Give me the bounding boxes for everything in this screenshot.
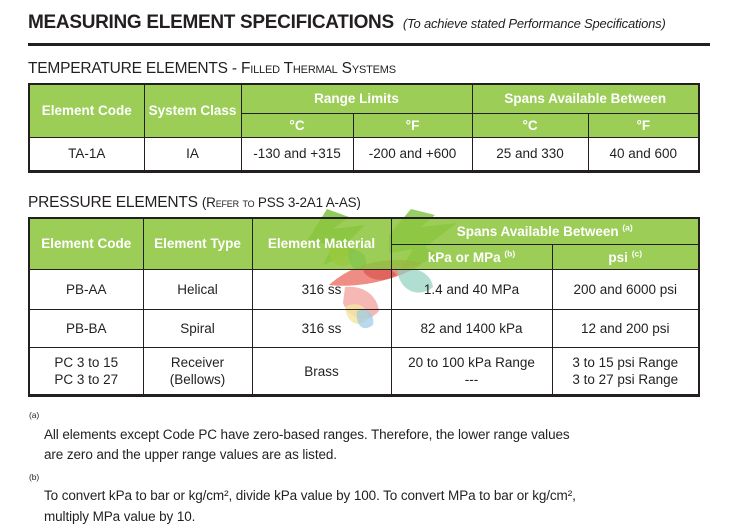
col-header-psi: psi (c) bbox=[551, 244, 700, 270]
footnote-ref-b: (b) bbox=[504, 248, 516, 258]
page-title: MEASURING ELEMENT SPECIFICATIONS bbox=[28, 12, 394, 33]
cell-span-psi: 12 and 200 psi bbox=[551, 309, 700, 348]
col-header-element-code: Element Code bbox=[28, 83, 145, 138]
temperature-heading-subsystem: Filled Thermal Systems bbox=[241, 60, 396, 77]
footnote-b: (b) To convert kPa to bar or kg/cm², divi… bbox=[28, 466, 688, 524]
col-header-range-limits: Range Limits bbox=[240, 83, 473, 114]
col-header-span-fahrenheit: °F bbox=[587, 112, 700, 138]
col-header-element-type: Element Type bbox=[142, 217, 253, 270]
col-header-span-celsius: °C bbox=[471, 112, 589, 138]
cell-element-code: PB-AA bbox=[28, 269, 144, 310]
pressure-heading-reference: (Refer to PSS 3-2A1 A-AS) bbox=[201, 194, 361, 210]
cell-span-psi: 200 and 6000 psi bbox=[551, 269, 700, 310]
pressure-section-heading: PRESSURE ELEMENTS (Refer to PSS 3-2A1 A-… bbox=[28, 193, 710, 212]
footnotes-block: (a) All elements except Code PC have zero… bbox=[28, 404, 688, 524]
cell-element-material: Brass bbox=[251, 347, 392, 396]
cell-element-type: Helical bbox=[142, 269, 253, 310]
footnote-ref-a: (a) bbox=[622, 222, 633, 233]
cell-element-code: TA-1A bbox=[28, 136, 145, 172]
cell-span-kpa: 1.4 and 40 MPa bbox=[390, 269, 553, 310]
footnote-a: (a) All elements except Code PC have zero… bbox=[28, 404, 688, 466]
cell-range-celsius: -130 and +315 bbox=[240, 136, 354, 172]
temperature-heading-main: TEMPERATURE ELEMENTS - bbox=[28, 60, 241, 77]
page-subtitle: (To achieve stated Performance Specifica… bbox=[402, 16, 666, 31]
footnote-a-marker: (a) bbox=[29, 410, 40, 420]
col-header-element-code: Element Code bbox=[28, 217, 144, 270]
footnote-a-text: All elements except Code PC have zero-ba… bbox=[44, 426, 570, 463]
footnote-b-text: To convert kPa to bar or kg/cm², divide … bbox=[44, 488, 576, 524]
cell-system-class: IA bbox=[143, 136, 242, 172]
col-header-system-class: System Class bbox=[143, 83, 242, 138]
cell-span-psi: 3 to 15 psi Range 3 to 27 psi Range bbox=[551, 347, 700, 396]
cell-span-fahrenheit: 40 and 600 bbox=[587, 136, 700, 172]
table-row: PB-AA Helical 316 ss 1.4 and 40 MPa 200 … bbox=[28, 269, 700, 310]
col-header-spans-available: Spans Available Between bbox=[471, 83, 700, 114]
col-header-range-fahrenheit: °F bbox=[352, 112, 473, 138]
cell-element-code: PB-BA bbox=[28, 309, 144, 348]
pressure-table: Element Code Element Type Element Materi… bbox=[28, 216, 701, 397]
table-row: TA-1A IA -130 and +315 -200 and +600 25 … bbox=[28, 136, 700, 172]
cell-span-kpa: 20 to 100 kPa Range --- bbox=[390, 347, 553, 396]
cell-element-code: PC 3 to 15 PC 3 to 27 bbox=[28, 347, 144, 396]
table-row: PB-BA Spiral 316 ss 82 and 1400 kPa 12 a… bbox=[28, 309, 700, 348]
footnote-b-marker: (b) bbox=[29, 471, 40, 482]
col-header-element-material: Element Material bbox=[251, 217, 392, 270]
document-header: MEASURING ELEMENT SPECIFICATIONS (To ach… bbox=[28, 12, 710, 46]
cell-span-kpa: 82 and 1400 kPa bbox=[390, 309, 553, 348]
cell-element-material: 316 ss bbox=[251, 269, 392, 310]
col-header-kpa-mpa: kPa or MPa (b) bbox=[390, 244, 553, 270]
col-header-range-celsius: °C bbox=[240, 112, 354, 138]
footnote-ref-c: (c) bbox=[631, 248, 643, 258]
cell-range-fahrenheit: -200 and +600 bbox=[352, 136, 473, 172]
temperature-table: Element Code System Class Range Limits S… bbox=[28, 83, 701, 173]
cell-element-type: Spiral bbox=[142, 309, 253, 348]
table-row: PC 3 to 15 PC 3 to 27 Receiver (Bellows)… bbox=[28, 347, 700, 396]
pressure-heading-main: PRESSURE ELEMENTS bbox=[28, 193, 202, 211]
cell-element-type: Receiver (Bellows) bbox=[142, 347, 253, 396]
cell-element-material: 316 ss bbox=[251, 309, 392, 348]
col-header-spans-available: Spans Available Between (a) bbox=[390, 217, 700, 245]
temperature-section-heading: TEMPERATURE ELEMENTS - Filled Thermal Sy… bbox=[28, 59, 710, 78]
cell-span-celsius: 25 and 330 bbox=[471, 136, 589, 172]
